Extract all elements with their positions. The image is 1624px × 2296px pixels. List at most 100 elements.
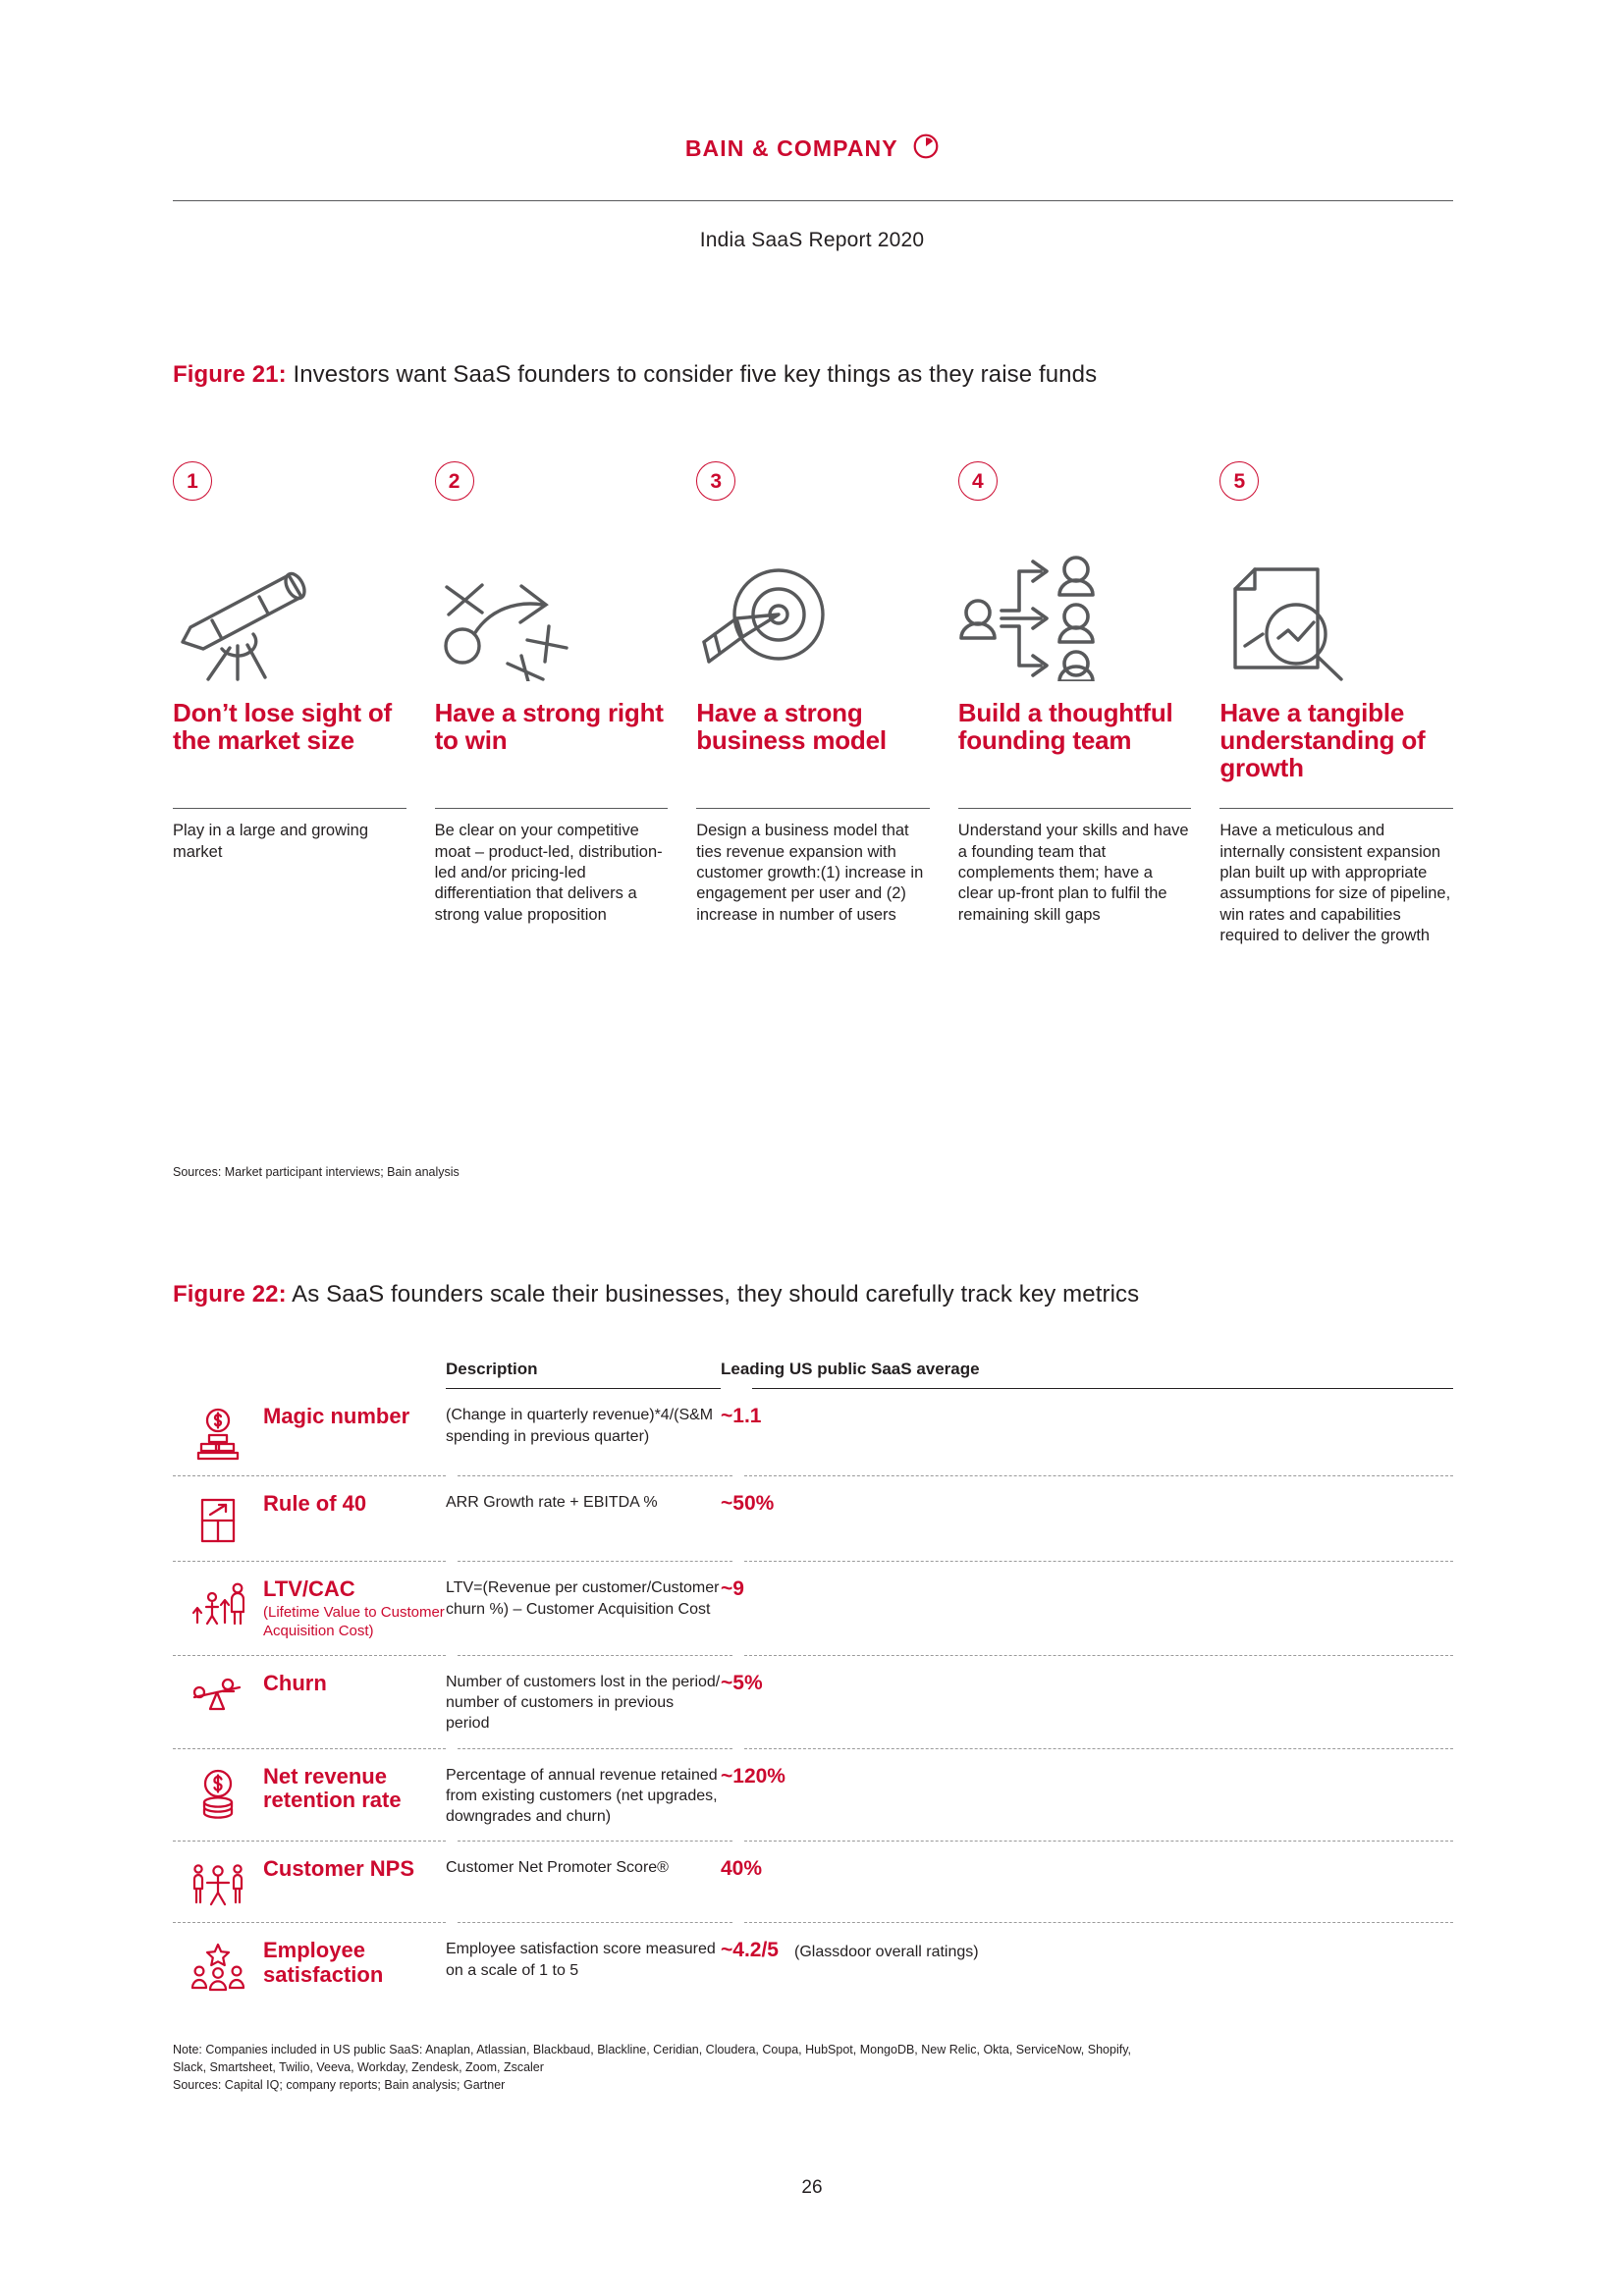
metric-name-cell: Magic number <box>263 1405 446 1429</box>
table-row: Rule of 40 ARR Growth rate + EBITDA % ~5… <box>173 1476 1453 1547</box>
metric-description: ARR Growth rate + EBITDA % <box>446 1494 658 1512</box>
header-underline-description <box>446 1388 721 1390</box>
metric-description: (Change in quarterly revenue)*4/(S&M spe… <box>446 1407 714 1445</box>
metric-value: 40% <box>721 1857 763 1881</box>
table-header-underlines <box>173 1388 1453 1390</box>
document-magnifier-trend-icon <box>1219 514 1453 681</box>
table-row: Customer NPS Customer Net Promoter Score… <box>173 1842 1453 1908</box>
figure-21-body-2: Be clear on your competitive moat – prod… <box>434 822 663 924</box>
metric-description: Employee satisfaction score measured on … <box>446 1941 716 1979</box>
figure-22-notes: Note: Companies included in US public Sa… <box>173 2042 1131 2094</box>
figure-21-column-1: 1 Don’t lose sight of the market size Pl… <box>173 461 406 946</box>
step-badge-3: 3 <box>696 461 736 501</box>
metric-value-cell: ~120% <box>721 1765 1133 1789</box>
row-separator <box>173 1561 1453 1563</box>
figure-21-column-4: 4 Build a thoughtful founding team <box>957 461 1192 946</box>
figure-21-columns: 1 Don’t lose sight of the market size Pl… <box>173 461 1453 946</box>
figure-21-body-1: Play in a large and growing market <box>173 822 369 861</box>
figure-22-title: Figure 22: As SaaS founders scale their … <box>173 1281 1139 1308</box>
figure-21-caption: Investors want SaaS founders to consider… <box>286 361 1098 388</box>
metric-name: LTV/CAC <box>263 1576 355 1602</box>
metric-value: ~9 <box>721 1577 744 1601</box>
step-badge-5: 5 <box>1219 461 1260 501</box>
figure-21-column-2: 2 Have a strong right to win Be clear on… <box>434 461 669 946</box>
metric-name: Rule of 40 <box>263 1491 367 1517</box>
bain-circle-logo-icon <box>913 133 939 164</box>
metric-name: Customer NPS <box>263 1856 415 1882</box>
table-header-row: Description Leading US public SaaS avera… <box>173 1360 1453 1388</box>
figure-21-heading-2: Have a strong right to win <box>434 698 664 755</box>
figure-21-divider-2 <box>434 808 669 810</box>
metric-description: Customer Net Promoter Score® <box>446 1859 669 1877</box>
metric-value-cell: ~9 <box>721 1577 1133 1601</box>
metric-value-note: (Glassdoor overall ratings) <box>793 1944 979 1961</box>
metric-name: Magic number <box>263 1404 410 1429</box>
figure-22-note-line-3: Sources: Capital IQ; company reports; Ba… <box>173 2077 506 2092</box>
figure-21-label: Figure 21: <box>173 361 287 388</box>
figure-22-caption: As SaaS founders scale their businesses,… <box>286 1281 1140 1308</box>
table-row: Employee satisfaction Employee satisfact… <box>173 1923 1453 1992</box>
coin-stack-icon <box>173 1765 263 1820</box>
metric-value: ~120% <box>721 1764 785 1788</box>
metric-value-cell: ~1.1 <box>721 1405 1133 1428</box>
figure-21-heading-5: Have a tangible understanding of growth <box>1219 698 1426 782</box>
metric-name-cell: LTV/CAC (Lifetime Value to Customer Acqu… <box>263 1577 446 1640</box>
metric-name-cell: Customer NPS <box>263 1857 446 1882</box>
metric-value-cell: ~5% <box>721 1672 1133 1695</box>
brand-wordmark: BAIN & COMPANY <box>684 135 898 161</box>
telescope-icon <box>173 514 406 681</box>
seesaw-balance-icon <box>173 1672 263 1713</box>
metric-name-cell: Employee satisfaction <box>263 1939 446 1987</box>
metric-name: Employee satisfaction <box>263 1938 384 1988</box>
figure-21-divider-5 <box>1219 808 1453 810</box>
figure-21-source: Sources: Market participant interviews; … <box>173 1165 460 1179</box>
metric-description: Number of customers lost in the period/ … <box>446 1673 721 1733</box>
metric-value-cell: ~50% <box>721 1492 1133 1516</box>
row-separator <box>173 1747 1453 1749</box>
table-row: Churn Number of customers lost in the pe… <box>173 1656 1453 1735</box>
strategy-playbook-icon <box>435 514 669 681</box>
customer-feedback-icon <box>173 1857 263 1908</box>
metric-name: Net revenue retention rate <box>263 1763 402 1813</box>
metric-value-cell: 40% <box>721 1857 1133 1881</box>
step-badge-4: 4 <box>957 461 998 501</box>
figure-22-label: Figure 22: <box>173 1281 287 1308</box>
target-dart-icon <box>696 514 930 681</box>
metric-name-cell: Churn <box>263 1670 446 1696</box>
document-title: India SaaS Report 2020 <box>699 229 925 251</box>
figure-21-heading-1: Don’t lose sight of the market size <box>173 698 392 755</box>
metric-description: LTV=(Revenue per customer/Customer churn… <box>446 1579 720 1618</box>
figure-21-body-5: Have a meticulous and internally consist… <box>1219 822 1451 944</box>
table-row: Magic number (Change in quarterly revenu… <box>173 1389 1453 1462</box>
row-separator <box>173 1922 1453 1924</box>
column-header-average: Leading US public SaaS average <box>721 1360 980 1378</box>
figure-21-body-4: Understand your skills and have a foundi… <box>957 822 1189 924</box>
brand-header: BAIN & COMPANY <box>0 133 1624 164</box>
header-underline-average <box>752 1388 1453 1390</box>
figure-21-heading-4: Build a thoughtful founding team <box>957 698 1173 755</box>
step-badge-1: 1 <box>173 461 212 501</box>
metric-name-cell: Net revenue retention rate <box>263 1763 446 1813</box>
figure-22-table: Description Leading US public SaaS avera… <box>173 1360 1453 1992</box>
figure-22-note-line-1: Note: Companies included in US public Sa… <box>173 2043 1131 2056</box>
dollar-coin-stack-icon <box>173 1405 263 1462</box>
figure-21-divider-4 <box>957 808 1192 810</box>
metric-value: ~1.1 <box>721 1405 762 1428</box>
step-badge-2: 2 <box>434 461 474 501</box>
column-header-description: Description <box>446 1360 538 1378</box>
metric-subtitle: (Lifetime Value to Customer Acquisition … <box>263 1604 445 1639</box>
metric-description: Percentage of annual revenue retained fr… <box>446 1766 718 1826</box>
figure-21-body-3: Design a business model that ties revenu… <box>696 822 924 924</box>
metric-name: Churn <box>263 1670 327 1695</box>
table-row: Net revenue retention rate Percentage of… <box>173 1749 1453 1828</box>
figure-21-divider-3 <box>696 808 930 810</box>
metric-value: ~4.2/5 <box>721 1939 779 1962</box>
figure-21-title: Figure 21: Investors want SaaS founders … <box>173 361 1097 389</box>
table-row: LTV/CAC (Lifetime Value to Customer Acqu… <box>173 1562 1453 1640</box>
figure-22-note-line-2: Slack, Smartsheet, Twilio, Veeva, Workda… <box>173 2059 544 2074</box>
metric-value: ~5% <box>721 1671 763 1694</box>
figure-21-column-5: 5 Have a tangible understanding of growt… <box>1219 461 1453 946</box>
row-separator <box>173 1654 1453 1656</box>
header-divider <box>173 200 1453 201</box>
people-growth-icon <box>173 1577 263 1629</box>
